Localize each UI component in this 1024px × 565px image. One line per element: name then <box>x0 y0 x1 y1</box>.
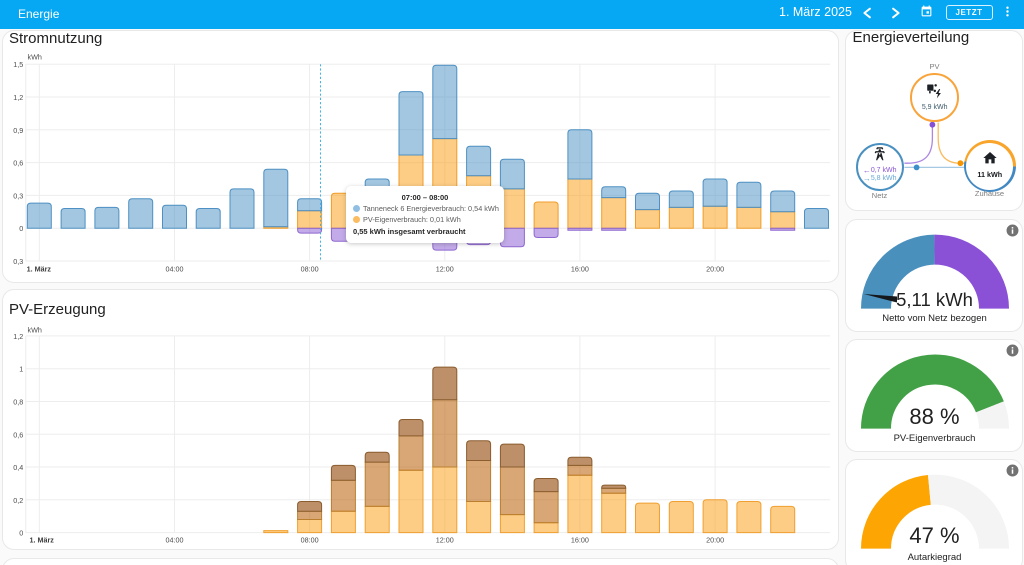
svg-text:04:00: 04:00 <box>166 535 184 544</box>
svg-text:08:00: 08:00 <box>301 265 319 274</box>
svg-text:0,6: 0,6 <box>13 430 23 439</box>
svg-text:1,5: 1,5 <box>13 60 23 69</box>
svg-text:0: 0 <box>19 528 23 537</box>
svg-text:0: 0 <box>19 224 23 233</box>
svg-text:20:00: 20:00 <box>706 535 724 544</box>
svg-text:0,6: 0,6 <box>13 159 23 168</box>
svg-text:1: 1 <box>19 364 23 373</box>
svg-text:0,8: 0,8 <box>13 397 23 406</box>
svg-text:kWh: kWh <box>28 325 42 334</box>
svg-text:0,3: 0,3 <box>13 257 23 266</box>
svg-text:0,3: 0,3 <box>13 191 23 200</box>
svg-text:1,2: 1,2 <box>13 331 23 340</box>
svg-text:0,4: 0,4 <box>13 463 23 472</box>
svg-text:12:00: 12:00 <box>436 265 454 274</box>
svg-text:0,9: 0,9 <box>13 126 23 135</box>
svg-text:08:00: 08:00 <box>301 535 319 544</box>
svg-text:04:00: 04:00 <box>166 265 184 274</box>
svg-text:12:00: 12:00 <box>436 535 454 544</box>
svg-text:16:00: 16:00 <box>571 265 589 274</box>
svg-text:16:00: 16:00 <box>571 535 589 544</box>
svg-text:0,2: 0,2 <box>13 495 23 504</box>
svg-text:kWh: kWh <box>28 53 42 62</box>
svg-text:1,2: 1,2 <box>13 93 23 102</box>
svg-text:1. März: 1. März <box>27 265 52 274</box>
svg-text:20:00: 20:00 <box>706 265 724 274</box>
svg-text:1. März: 1. März <box>30 535 55 544</box>
